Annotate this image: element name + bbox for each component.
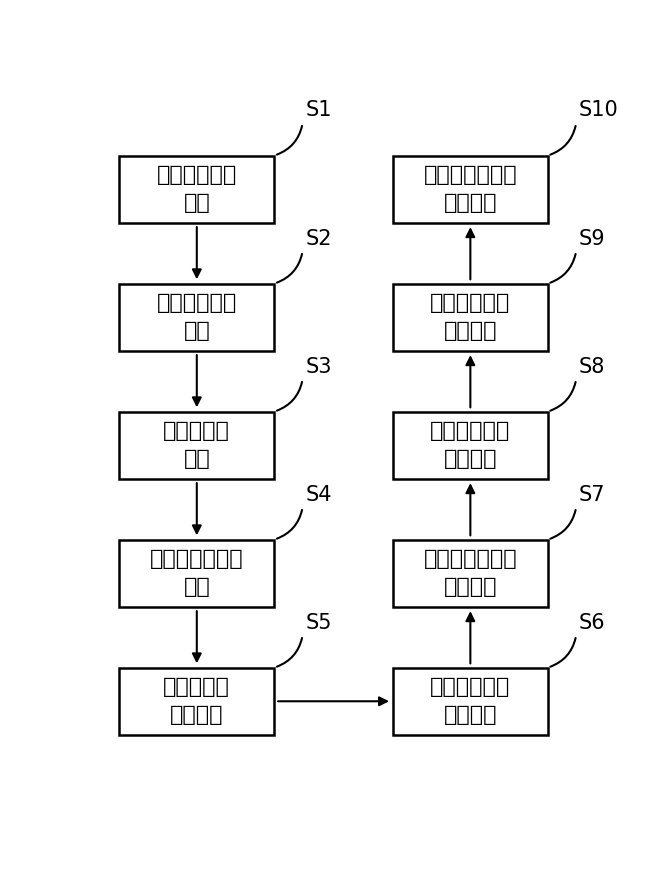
Bar — [393, 156, 547, 223]
Bar — [393, 668, 547, 735]
Text: S4: S4 — [305, 485, 332, 505]
Bar — [119, 156, 274, 223]
Text: 储层氮气泡沫
压裂实施: 储层氮气泡沫 压裂实施 — [430, 677, 510, 725]
Text: 关键层主动
破断实施: 关键层主动 破断实施 — [163, 677, 230, 725]
Text: 智能联动控制
模型建立: 智能联动控制 模型建立 — [430, 293, 510, 341]
Text: 高效抽采智能化
系统构建: 高效抽采智能化 系统构建 — [424, 165, 517, 214]
Text: 抽采工作巷
布置: 抽采工作巷 布置 — [163, 421, 230, 469]
Text: S1: S1 — [305, 101, 332, 121]
Text: 动态高效抽采
方法设计: 动态高效抽采 方法设计 — [430, 421, 510, 469]
Text: 关键层致裂工艺
设计: 关键层致裂工艺 设计 — [150, 550, 244, 598]
Text: 煤系气流场演化
模型建立: 煤系气流场演化 模型建立 — [424, 550, 517, 598]
Text: S8: S8 — [579, 356, 605, 376]
Text: S6: S6 — [579, 612, 605, 633]
Text: S2: S2 — [305, 228, 332, 248]
Bar — [119, 668, 274, 735]
Bar — [393, 540, 547, 607]
Text: 煤层开采工艺
设计: 煤层开采工艺 设计 — [157, 293, 237, 341]
Bar — [393, 284, 547, 351]
Bar — [393, 411, 547, 479]
Text: S5: S5 — [305, 612, 332, 633]
Text: S10: S10 — [579, 101, 619, 121]
Bar — [119, 411, 274, 479]
Text: S9: S9 — [579, 228, 605, 248]
Bar — [119, 284, 274, 351]
Text: S7: S7 — [579, 485, 605, 505]
Bar — [119, 540, 274, 607]
Text: S3: S3 — [305, 356, 332, 376]
Text: 地质力学模型
建立: 地质力学模型 建立 — [157, 165, 237, 214]
